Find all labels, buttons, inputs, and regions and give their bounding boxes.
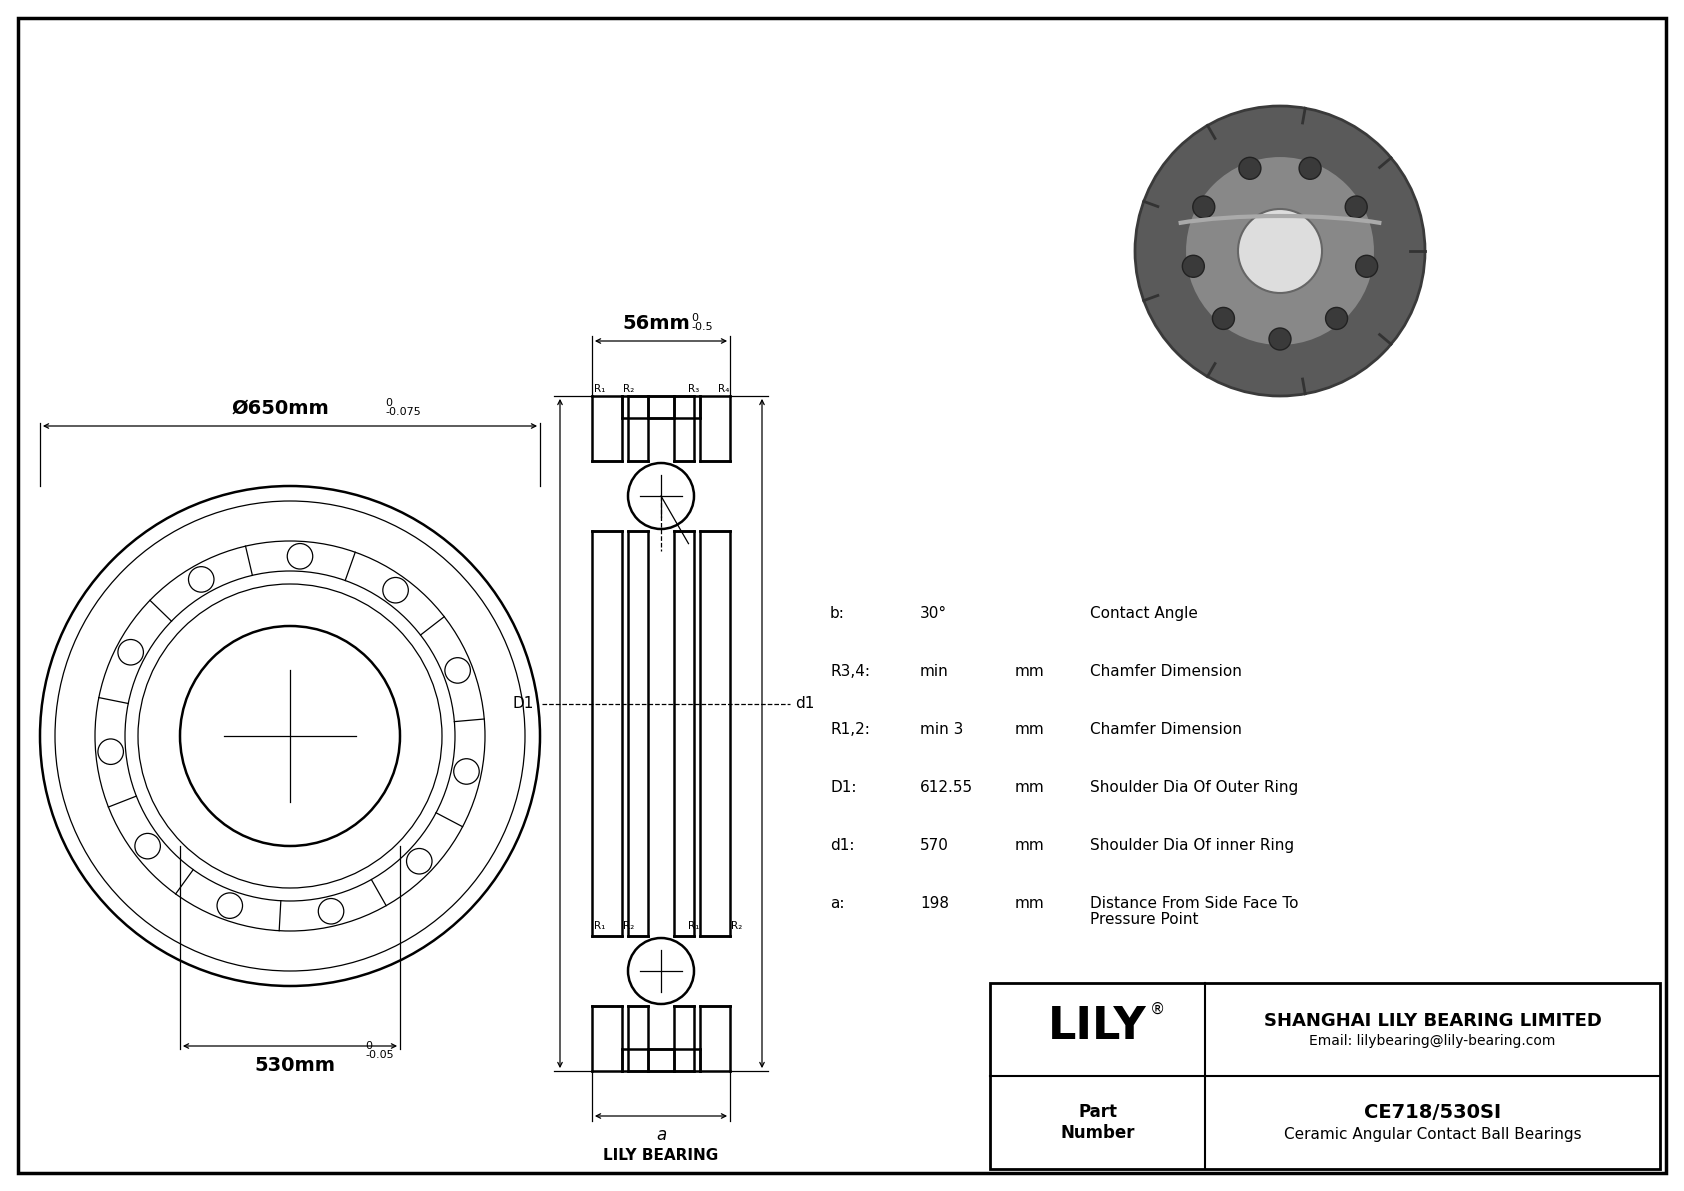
Text: R₁: R₁ xyxy=(594,921,605,931)
Text: d1: d1 xyxy=(795,696,815,711)
Circle shape xyxy=(1346,197,1367,218)
Text: min 3: min 3 xyxy=(919,722,963,737)
Circle shape xyxy=(628,939,694,1004)
Text: R3,4:: R3,4: xyxy=(830,665,871,679)
Text: LILY BEARING: LILY BEARING xyxy=(603,1148,719,1162)
Text: 30°: 30° xyxy=(919,606,946,621)
Text: Ceramic Angular Contact Ball Bearings: Ceramic Angular Contact Ball Bearings xyxy=(1283,1127,1581,1142)
Text: Part
Number: Part Number xyxy=(1061,1103,1135,1142)
Text: Contact Angle: Contact Angle xyxy=(1090,606,1197,621)
Text: Email: lilybearing@lily-bearing.com: Email: lilybearing@lily-bearing.com xyxy=(1310,1035,1556,1048)
Text: R₃: R₃ xyxy=(687,384,699,394)
Bar xyxy=(648,395,674,418)
Circle shape xyxy=(1238,208,1322,293)
Bar xyxy=(701,1006,729,1071)
Text: R₂: R₂ xyxy=(731,921,743,931)
Text: Shoulder Dia Of Outer Ring: Shoulder Dia Of Outer Ring xyxy=(1090,780,1298,796)
Circle shape xyxy=(1192,197,1214,218)
Bar xyxy=(990,983,1660,1170)
Bar xyxy=(628,1006,648,1071)
Text: 0: 0 xyxy=(365,1041,372,1050)
Text: 570: 570 xyxy=(919,838,948,853)
Circle shape xyxy=(1182,255,1204,278)
Bar xyxy=(621,395,701,418)
Circle shape xyxy=(1239,157,1261,180)
Text: b:: b: xyxy=(830,606,845,621)
Text: 612.55: 612.55 xyxy=(919,780,973,796)
Text: d1:: d1: xyxy=(830,838,854,853)
Text: SHANGHAI LILY BEARING LIMITED: SHANGHAI LILY BEARING LIMITED xyxy=(1263,1012,1601,1030)
Circle shape xyxy=(1298,157,1320,180)
Bar xyxy=(701,531,729,936)
Text: R₄: R₄ xyxy=(717,384,729,394)
Text: Shoulder Dia Of inner Ring: Shoulder Dia Of inner Ring xyxy=(1090,838,1293,853)
Bar xyxy=(674,531,694,936)
Text: 0: 0 xyxy=(690,313,697,323)
Circle shape xyxy=(1356,255,1378,278)
Text: -0.5: -0.5 xyxy=(690,322,712,332)
Text: a: a xyxy=(655,1125,667,1145)
Text: Ø650mm: Ø650mm xyxy=(231,399,328,418)
Text: b: b xyxy=(669,516,677,529)
Text: R₁: R₁ xyxy=(594,384,605,394)
Text: 0: 0 xyxy=(386,398,392,409)
Text: Chamfer Dimension: Chamfer Dimension xyxy=(1090,722,1241,737)
Text: CE718/530SI: CE718/530SI xyxy=(1364,1103,1500,1122)
Circle shape xyxy=(1186,156,1376,347)
Text: min: min xyxy=(919,665,948,679)
Circle shape xyxy=(1135,106,1425,395)
Bar xyxy=(674,395,694,461)
Text: 198: 198 xyxy=(919,896,950,911)
Text: mm: mm xyxy=(1015,896,1044,911)
Text: R1,2:: R1,2: xyxy=(830,722,871,737)
Bar xyxy=(593,395,621,461)
Bar xyxy=(621,1049,701,1071)
Bar xyxy=(701,395,729,461)
Bar xyxy=(593,531,621,936)
Text: Distance From Side Face To: Distance From Side Face To xyxy=(1090,896,1298,911)
Text: mm: mm xyxy=(1015,838,1044,853)
Text: D1: D1 xyxy=(512,696,534,711)
Text: mm: mm xyxy=(1015,780,1044,796)
Circle shape xyxy=(628,463,694,529)
Circle shape xyxy=(1325,307,1347,330)
Text: Chamfer Dimension: Chamfer Dimension xyxy=(1090,665,1241,679)
Text: mm: mm xyxy=(1015,722,1044,737)
Text: a:: a: xyxy=(830,896,844,911)
Text: R₂: R₂ xyxy=(623,384,635,394)
Text: 530mm: 530mm xyxy=(254,1056,335,1075)
Text: -0.075: -0.075 xyxy=(386,407,421,417)
Bar xyxy=(648,1049,674,1071)
Text: D1:: D1: xyxy=(830,780,857,796)
Bar xyxy=(628,531,648,936)
Text: LILY: LILY xyxy=(1047,1005,1147,1048)
Bar xyxy=(628,395,648,461)
Text: 56mm: 56mm xyxy=(621,314,690,333)
Text: R₁: R₁ xyxy=(687,921,699,931)
Bar xyxy=(593,1006,621,1071)
Text: ®: ® xyxy=(1150,1002,1165,1017)
Circle shape xyxy=(1270,328,1292,350)
Text: R₂: R₂ xyxy=(623,921,635,931)
Text: Pressure Point: Pressure Point xyxy=(1090,912,1199,927)
Bar xyxy=(674,1006,694,1071)
Text: -0.05: -0.05 xyxy=(365,1050,394,1060)
Text: mm: mm xyxy=(1015,665,1044,679)
Circle shape xyxy=(1212,307,1234,330)
